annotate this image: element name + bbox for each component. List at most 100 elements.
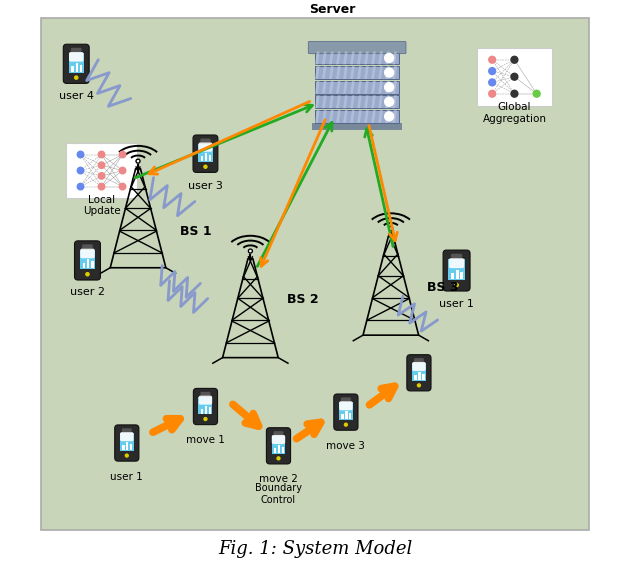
Circle shape: [385, 83, 394, 91]
Polygon shape: [357, 110, 362, 123]
FancyBboxPatch shape: [414, 358, 424, 362]
Polygon shape: [357, 95, 362, 108]
Polygon shape: [378, 52, 383, 64]
Text: Global
Aggregation: Global Aggregation: [483, 102, 546, 124]
Circle shape: [204, 417, 207, 420]
FancyBboxPatch shape: [478, 48, 552, 106]
Polygon shape: [378, 81, 383, 94]
FancyBboxPatch shape: [198, 143, 212, 152]
Text: BS 3: BS 3: [427, 281, 459, 294]
Polygon shape: [371, 81, 376, 94]
Bar: [345, 411, 348, 419]
Polygon shape: [364, 52, 369, 64]
FancyBboxPatch shape: [69, 52, 83, 61]
Circle shape: [119, 168, 126, 174]
Polygon shape: [322, 66, 327, 79]
Polygon shape: [336, 95, 341, 108]
Bar: [422, 374, 425, 380]
Polygon shape: [371, 52, 376, 64]
Polygon shape: [385, 81, 390, 94]
Polygon shape: [392, 52, 397, 64]
Circle shape: [489, 56, 496, 63]
Polygon shape: [329, 110, 334, 123]
Circle shape: [345, 423, 347, 426]
FancyBboxPatch shape: [341, 398, 351, 402]
Text: user 1: user 1: [439, 299, 474, 309]
Polygon shape: [371, 95, 376, 108]
Polygon shape: [322, 81, 327, 94]
Bar: [87, 260, 89, 268]
FancyBboxPatch shape: [339, 402, 353, 420]
Text: BS 2: BS 2: [287, 293, 319, 306]
Polygon shape: [322, 52, 327, 64]
Polygon shape: [357, 66, 362, 79]
Bar: [278, 445, 280, 453]
FancyBboxPatch shape: [82, 244, 93, 249]
Polygon shape: [378, 66, 383, 79]
FancyBboxPatch shape: [273, 431, 284, 435]
Polygon shape: [343, 95, 348, 108]
Polygon shape: [378, 95, 383, 108]
FancyBboxPatch shape: [200, 392, 210, 396]
FancyBboxPatch shape: [407, 354, 431, 391]
Text: user 3: user 3: [188, 181, 223, 190]
FancyBboxPatch shape: [200, 139, 210, 143]
Text: Server: Server: [309, 3, 356, 16]
Bar: [205, 406, 207, 414]
Circle shape: [385, 68, 394, 77]
FancyBboxPatch shape: [449, 259, 465, 280]
FancyBboxPatch shape: [41, 18, 589, 530]
Circle shape: [98, 173, 105, 179]
Polygon shape: [371, 66, 376, 79]
Bar: [80, 65, 83, 72]
Circle shape: [125, 454, 129, 457]
Circle shape: [204, 165, 207, 168]
FancyBboxPatch shape: [193, 389, 217, 425]
FancyBboxPatch shape: [120, 433, 134, 451]
Polygon shape: [371, 110, 376, 123]
Polygon shape: [385, 110, 390, 123]
FancyBboxPatch shape: [69, 53, 84, 73]
Polygon shape: [315, 110, 319, 123]
Text: Fig. 1: System Model: Fig. 1: System Model: [218, 540, 412, 558]
Circle shape: [389, 227, 393, 231]
Circle shape: [86, 273, 89, 276]
Circle shape: [489, 68, 496, 74]
FancyBboxPatch shape: [198, 144, 213, 162]
Text: move 3: move 3: [326, 441, 365, 450]
Polygon shape: [315, 66, 319, 79]
FancyBboxPatch shape: [339, 401, 353, 410]
Polygon shape: [378, 110, 383, 123]
Polygon shape: [315, 95, 319, 108]
FancyBboxPatch shape: [412, 363, 426, 381]
FancyBboxPatch shape: [315, 52, 399, 64]
Polygon shape: [364, 66, 369, 79]
Text: BS 1: BS 1: [180, 225, 212, 238]
Bar: [415, 375, 416, 380]
Circle shape: [98, 183, 105, 190]
Polygon shape: [343, 66, 348, 79]
Circle shape: [385, 97, 394, 106]
Circle shape: [418, 384, 420, 387]
Polygon shape: [350, 52, 355, 64]
Text: Boundary
Control: Boundary Control: [255, 483, 302, 505]
FancyBboxPatch shape: [315, 110, 399, 123]
FancyBboxPatch shape: [451, 254, 462, 258]
Text: move 2: move 2: [259, 474, 298, 485]
Bar: [452, 273, 454, 279]
Polygon shape: [336, 110, 341, 123]
Circle shape: [511, 90, 518, 97]
Circle shape: [385, 53, 394, 62]
Polygon shape: [343, 52, 348, 64]
FancyBboxPatch shape: [193, 135, 218, 173]
Text: move 1: move 1: [186, 435, 225, 445]
Text: user 1: user 1: [110, 471, 143, 482]
Bar: [205, 153, 207, 161]
Text: user 4: user 4: [59, 91, 94, 101]
FancyBboxPatch shape: [122, 428, 132, 432]
Polygon shape: [329, 81, 334, 94]
Circle shape: [511, 73, 518, 80]
FancyBboxPatch shape: [71, 48, 81, 52]
FancyBboxPatch shape: [66, 143, 137, 198]
Circle shape: [533, 90, 540, 97]
